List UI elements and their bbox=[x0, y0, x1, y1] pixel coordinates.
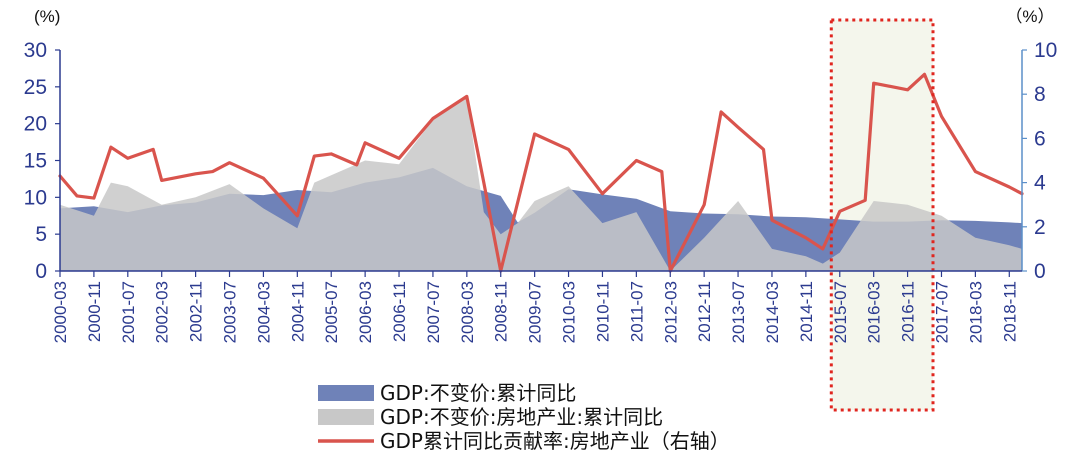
x-tick-label: 2016-03 bbox=[865, 281, 884, 343]
x-tick-label: 2013-07 bbox=[729, 281, 748, 343]
x-tick-label: 2001-07 bbox=[119, 281, 138, 343]
x-tick-label: 2015-07 bbox=[831, 281, 850, 343]
right-tick-label: 0 bbox=[1034, 260, 1046, 283]
x-tick-label: 2010-11 bbox=[593, 281, 612, 342]
x-tick-label: 2000-03 bbox=[51, 281, 70, 343]
x-tick-label: 2006-11 bbox=[390, 281, 409, 342]
x-tick-label: 2018-11 bbox=[1000, 281, 1019, 342]
right-tick-label: 4 bbox=[1034, 172, 1046, 195]
x-tick-label: 2012-11 bbox=[695, 281, 714, 342]
x-tick-label: 2017-07 bbox=[932, 281, 951, 343]
x-tick-label: 2006-03 bbox=[356, 281, 375, 343]
legend-label-2: GDP:不变价:房地产业:累计同比 bbox=[380, 405, 663, 429]
legend-swatch-1 bbox=[318, 385, 374, 401]
right-tick-label: 2 bbox=[1034, 216, 1046, 239]
left-tick-label: 25 bbox=[24, 76, 47, 99]
series-area-2 bbox=[60, 97, 1022, 272]
x-tick-label: 2008-11 bbox=[492, 281, 511, 342]
right-axis-unit: （%） bbox=[1005, 7, 1054, 26]
x-tick-label: 2000-11 bbox=[85, 281, 104, 342]
legend-label-3: GDP累计同比贡献率:房地产业（右轴） bbox=[380, 429, 730, 453]
x-tick-label: 2002-03 bbox=[153, 281, 172, 343]
x-tick-label: 2004-03 bbox=[254, 281, 273, 343]
x-tick-label: 2012-03 bbox=[661, 281, 680, 343]
legend-swatch-2 bbox=[318, 409, 374, 425]
x-tick-label: 2016-11 bbox=[899, 281, 918, 342]
x-tick-label: 2007-07 bbox=[424, 281, 443, 343]
x-tick-label: 2004-11 bbox=[288, 281, 307, 342]
left-tick-label: 10 bbox=[24, 186, 47, 209]
x-tick-label: 2014-03 bbox=[763, 281, 782, 343]
x-tick-label: 2002-11 bbox=[187, 281, 206, 342]
x-tick-label: 2011-07 bbox=[627, 281, 646, 342]
axes bbox=[55, 49, 1027, 277]
highlight-border bbox=[829, 18, 935, 412]
series-line-3 bbox=[58, 72, 1024, 273]
left-tick-label: 30 bbox=[24, 39, 47, 62]
right-tick-label: 8 bbox=[1034, 83, 1046, 106]
right-tick-label: 10 bbox=[1034, 39, 1057, 62]
x-tick-label: 2018-03 bbox=[966, 281, 985, 343]
left-tick-label: 5 bbox=[35, 223, 47, 246]
x-tick-label: 2008-03 bbox=[458, 281, 477, 343]
area-series-layer bbox=[60, 97, 1022, 272]
line-series-layer bbox=[58, 72, 1024, 273]
x-tick-label: 2003-07 bbox=[221, 281, 240, 343]
x-tick-label: 2014-11 bbox=[797, 281, 816, 342]
x-tick-label: 2005-07 bbox=[322, 281, 341, 343]
left-tick-label: 15 bbox=[24, 150, 47, 173]
left-tick-label: 0 bbox=[35, 260, 47, 283]
left-axis-unit: (%) bbox=[34, 7, 60, 26]
left-tick-label: 20 bbox=[24, 113, 47, 136]
tick-labels: 0 5 10 15 20 25 30 0 2 4 6 8 10 2000-03 2000-11 2001-07… bbox=[24, 39, 1058, 343]
legend: GDP:不变价:累计同比GDP:不变价:房地产业:累计同比GDP累计同比贡献率:… bbox=[318, 381, 730, 453]
x-tick-label: 2010-03 bbox=[560, 281, 579, 343]
right-tick-label: 6 bbox=[1034, 127, 1046, 150]
x-tick-label: 2009-07 bbox=[526, 281, 545, 343]
legend-label-1: GDP:不变价:累计同比 bbox=[380, 381, 576, 405]
